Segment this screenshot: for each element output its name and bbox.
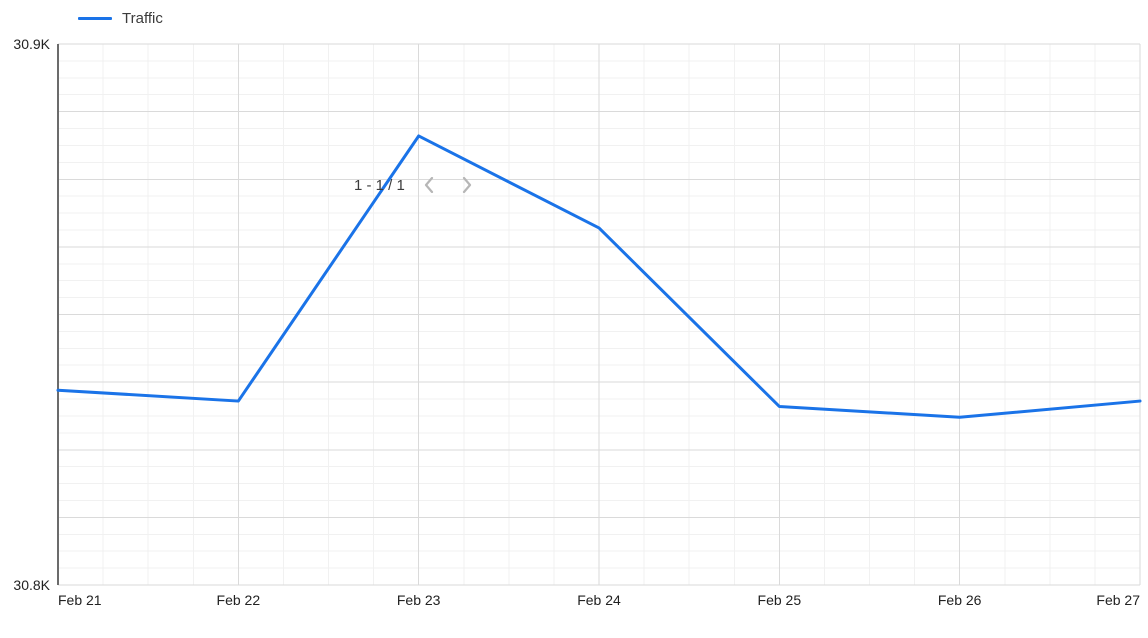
pager-prev-button[interactable] bbox=[419, 174, 441, 196]
y-tick-label: 30.8K bbox=[13, 577, 50, 593]
chart-container: 30.8K 30.9K Feb 21 Feb 22 Feb 23 Feb 24 Feb 25… bbox=[0, 0, 1148, 638]
chevron-left-icon bbox=[424, 177, 436, 193]
legend: Traffic bbox=[78, 10, 163, 27]
x-tick-label: Feb 21 bbox=[58, 592, 102, 608]
pager: 1 - 1 / 1 bbox=[354, 174, 477, 196]
chevron-right-icon bbox=[460, 177, 472, 193]
chart-svg: 30.8K 30.9K Feb 21 Feb 22 Feb 23 Feb 24 Feb 25… bbox=[0, 0, 1148, 638]
x-tick-label: Feb 25 bbox=[758, 592, 802, 608]
x-tick-label: Feb 27 bbox=[1096, 592, 1140, 608]
x-tick-label: Feb 23 bbox=[397, 592, 441, 608]
pager-next-button[interactable] bbox=[455, 174, 477, 196]
legend-label: Traffic bbox=[122, 10, 163, 27]
x-tick-label: Feb 26 bbox=[938, 592, 982, 608]
y-tick-label: 30.9K bbox=[13, 36, 50, 52]
x-tick-label: Feb 24 bbox=[577, 592, 621, 608]
x-tick-label: Feb 22 bbox=[217, 592, 261, 608]
pager-text: 1 - 1 / 1 bbox=[354, 177, 405, 194]
legend-swatch bbox=[78, 17, 112, 20]
